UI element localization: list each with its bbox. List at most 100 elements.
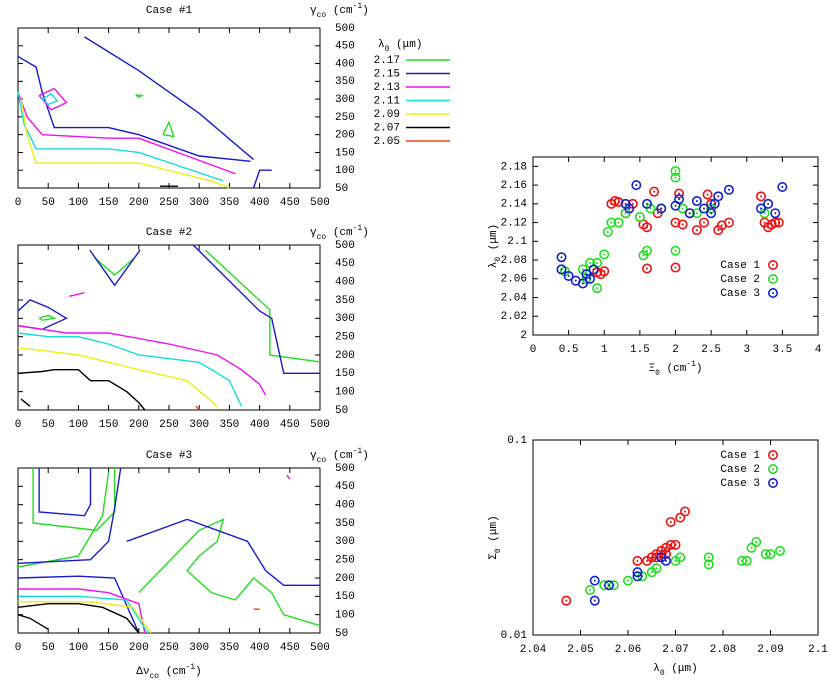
point-ring	[589, 575, 600, 586]
point-ring	[613, 196, 624, 207]
label-part: (cm	[660, 363, 687, 375]
label-part: )	[362, 227, 369, 239]
legend-title: λ0 (μm)	[378, 39, 422, 54]
scatter-point	[691, 225, 702, 236]
x-tick-label: 400	[250, 642, 270, 654]
scatter-point	[723, 184, 734, 195]
point-ring	[584, 273, 595, 284]
point-dot	[727, 188, 730, 191]
point-ring	[746, 542, 757, 553]
x-tick-label: 2.09	[757, 644, 783, 656]
x-tick-label: 0.5	[559, 344, 579, 356]
contour-line	[17, 575, 140, 634]
legend-label: 2.07	[374, 122, 400, 134]
point-dot	[703, 207, 705, 210]
point-dot	[635, 184, 638, 187]
scatter-point	[632, 555, 643, 566]
point-ring	[675, 512, 686, 523]
point-dot	[642, 254, 645, 257]
scatter-point	[675, 512, 686, 523]
scatter-point	[665, 516, 676, 527]
point-ring	[713, 191, 724, 202]
point-ring	[556, 264, 567, 275]
point-dot	[745, 559, 748, 562]
contour-line	[162, 120, 175, 138]
scatter-point	[684, 208, 695, 219]
point-dot	[767, 202, 770, 205]
y-tick-label: 300	[335, 313, 355, 325]
point-dot	[695, 200, 698, 203]
scatter-point	[670, 245, 681, 256]
contour-line	[252, 169, 272, 189]
scatter-point	[584, 273, 595, 284]
point-dot	[650, 571, 653, 574]
label-part: (cm	[326, 227, 353, 239]
point-dot	[565, 599, 568, 602]
scatter-point	[777, 181, 788, 192]
scatter-point	[755, 191, 766, 202]
point-ring	[665, 516, 676, 527]
contour-line	[286, 474, 291, 480]
x-tick-label: 250	[159, 419, 179, 431]
point-dot	[649, 207, 652, 210]
point-dot	[755, 540, 758, 543]
point-ring	[677, 219, 688, 230]
point-dot	[653, 190, 656, 193]
scatter-point	[741, 555, 752, 566]
point-dot	[610, 221, 613, 224]
scatter-point	[703, 552, 714, 563]
y-tick-label: 2.12	[501, 217, 527, 229]
scatter-point	[763, 198, 774, 209]
label-part: co	[317, 11, 327, 20]
label-part: γ	[310, 450, 317, 462]
point-dot	[646, 226, 648, 229]
contour-line	[195, 405, 200, 411]
contour-line	[138, 518, 321, 627]
scatter-point	[691, 208, 702, 219]
contour-line	[126, 518, 320, 587]
label-part: Δν	[136, 666, 149, 678]
point-ring	[702, 189, 713, 200]
y-tick-label: 2.1	[507, 236, 527, 248]
scatter-point	[703, 559, 714, 570]
legend-label: Case 1	[720, 450, 760, 462]
point-ring	[631, 180, 642, 191]
point-ring	[584, 585, 595, 596]
label-part: 0	[660, 669, 665, 678]
scatter-point	[556, 264, 567, 275]
x-tick-label: 0	[15, 642, 22, 654]
legend-marker-dot	[772, 454, 774, 456]
contour-line	[41, 92, 59, 106]
point-dot	[760, 207, 762, 210]
point-ring	[765, 549, 776, 560]
contour-line	[17, 346, 218, 407]
x-tick-label: 2.04	[520, 644, 547, 656]
point-dot	[674, 266, 677, 269]
x-tick-label: 2.1	[808, 644, 828, 656]
contour-line	[17, 332, 243, 407]
legend-marker	[767, 477, 778, 488]
point-dot	[574, 279, 577, 282]
point-ring	[577, 278, 588, 289]
scatter-point	[723, 217, 734, 228]
scatter-point	[599, 249, 610, 260]
point-ring	[599, 249, 610, 260]
contour-line	[17, 55, 251, 163]
scatter-point	[674, 194, 685, 205]
point-ring	[670, 217, 681, 228]
scatter-point	[670, 217, 681, 228]
x-tick-label: 300	[189, 197, 209, 209]
point-dot	[646, 559, 648, 562]
point-dot	[777, 221, 780, 224]
label-part: (μm)	[488, 515, 500, 548]
legend-label: 2.15	[374, 68, 400, 80]
point-dot	[617, 200, 620, 203]
point-dot	[665, 559, 667, 562]
point-ring	[674, 188, 685, 199]
point-dot	[763, 212, 766, 215]
point-ring	[723, 184, 734, 195]
point-dot	[707, 556, 710, 559]
point-ring	[684, 208, 695, 219]
point-dot	[695, 229, 698, 232]
